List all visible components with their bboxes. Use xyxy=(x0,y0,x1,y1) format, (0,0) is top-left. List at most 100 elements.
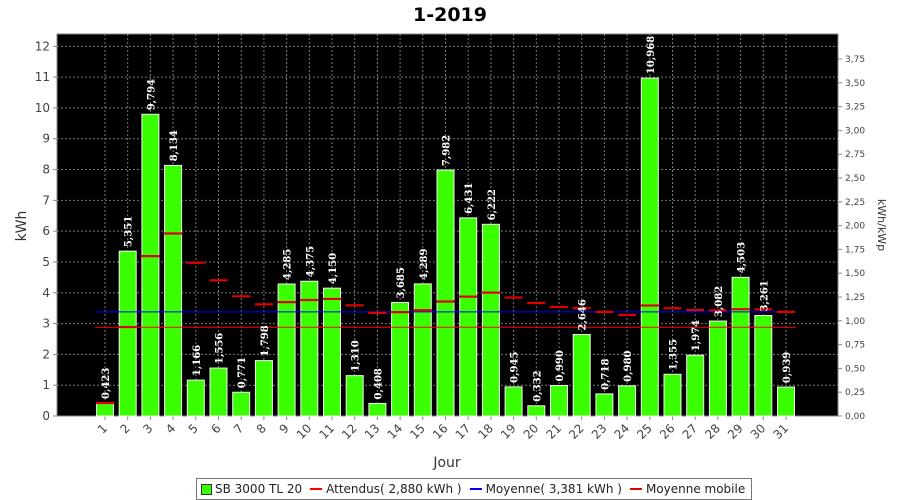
x-tick-label: 7 xyxy=(231,421,246,436)
y2-tick-label: 0,25 xyxy=(845,388,865,398)
data-label-day-28: 3,082 xyxy=(714,286,725,317)
x-tick-label: 5 xyxy=(186,421,201,436)
x-tick-label: 9 xyxy=(276,421,291,436)
y-tick-label: 4 xyxy=(42,286,50,300)
y-tick-label: 5 xyxy=(42,255,50,269)
data-label-day-13: 0,408 xyxy=(373,368,384,399)
data-label-day-9: 4,285 xyxy=(283,249,294,280)
bar-day-18 xyxy=(481,223,500,417)
y-tick-label: 1 xyxy=(42,378,50,392)
y-tick-label: 6 xyxy=(42,224,50,238)
bar-day-12 xyxy=(345,375,364,417)
y-tick-label: 8 xyxy=(42,163,50,177)
y-tick-label: 11 xyxy=(35,70,50,84)
data-label-day-22: 2,646 xyxy=(578,299,589,330)
bar-day-23 xyxy=(595,393,614,417)
y2-tick-label: 2,25 xyxy=(845,198,865,208)
y-tick-label: 12 xyxy=(35,39,50,53)
x-tick-label: 24 xyxy=(612,421,633,442)
bar-day-14 xyxy=(391,301,410,417)
bar-day-20 xyxy=(527,405,546,417)
data-label-day-7: 0,771 xyxy=(237,357,248,388)
data-label-day-27: 1,974 xyxy=(691,320,702,351)
bar-day-25 xyxy=(640,77,659,417)
x-tick-label: 29 xyxy=(725,421,746,442)
x-tick-label: 4 xyxy=(163,421,178,436)
legend-swatch-moyenne xyxy=(469,488,482,490)
y2-tick-label: 0,75 xyxy=(845,341,865,351)
legend-label-attendu: Attendus( 2,880 kWh ) xyxy=(326,482,462,496)
bar-day-2 xyxy=(118,250,137,417)
bar-day-5 xyxy=(186,379,205,417)
bar-day-27 xyxy=(686,354,705,417)
y-tick-label: 9 xyxy=(42,132,50,146)
legend: SB 3000 TL 20 Attendus( 2,880 kWh ) Moye… xyxy=(196,478,753,500)
legend-label-moyenne: Moyenne( 3,381 kWh ) xyxy=(485,482,622,496)
bar-day-1 xyxy=(96,402,114,417)
data-label-day-11: 4,150 xyxy=(328,253,339,284)
y2-tick-label: 3,50 xyxy=(845,79,865,89)
y-tick-label: 3 xyxy=(42,317,50,331)
y2-tick-label: 2,50 xyxy=(845,174,865,184)
x-tick-label: 13 xyxy=(362,421,383,442)
x-tick-label: 30 xyxy=(748,421,769,442)
y-axis-label: kWh xyxy=(14,211,30,242)
bar-day-4 xyxy=(164,164,183,417)
x-tick-label: 14 xyxy=(385,421,406,442)
y-tick-label: 2 xyxy=(42,347,50,361)
y2-tick-label: 0,50 xyxy=(845,364,865,374)
data-label-day-17: 6,431 xyxy=(464,183,475,214)
data-label-day-19: 0,945 xyxy=(510,352,521,383)
bar-day-24 xyxy=(618,385,637,417)
y-tick-label: 0 xyxy=(42,409,50,423)
data-label-day-14: 3,685 xyxy=(396,267,407,298)
data-label-day-8: 1,798 xyxy=(260,325,271,356)
bar-day-29 xyxy=(731,276,750,417)
y2-tick-label: 1,50 xyxy=(845,269,865,279)
chart-title: 1-2019 xyxy=(413,4,487,26)
data-label-day-18: 6,222 xyxy=(487,189,498,220)
x-tick-label: 17 xyxy=(453,421,474,442)
y2-tick-label: 2,00 xyxy=(845,222,865,232)
data-label-day-4: 8,134 xyxy=(169,130,180,161)
bar-day-6 xyxy=(209,367,228,417)
x-tick-label: 19 xyxy=(498,421,519,442)
data-label-day-10: 4,375 xyxy=(305,246,316,277)
legend-swatch-series1 xyxy=(201,483,212,495)
data-label-day-5: 1,166 xyxy=(192,345,203,376)
y2-tick-label: 2,75 xyxy=(845,150,865,160)
x-tick-label: 1 xyxy=(95,421,110,436)
data-label-day-30: 3,261 xyxy=(759,280,770,311)
legend-item-moyenne: Moyenne( 3,381 kWh ) xyxy=(469,482,622,496)
bar-day-30 xyxy=(754,315,773,417)
x-tick-label: 23 xyxy=(589,421,610,442)
x-axis-label: Jour xyxy=(432,455,461,471)
x-tick-label: 10 xyxy=(294,421,315,442)
legend-item-moyenne-mobile: Moyenne mobile xyxy=(629,482,746,496)
bar-day-3 xyxy=(141,113,160,417)
data-label-day-20: 0,332 xyxy=(532,370,543,401)
y2-tick-label: 0,00 xyxy=(845,412,865,422)
data-label-day-21: 0,990 xyxy=(555,350,566,381)
bar-day-19 xyxy=(504,386,523,417)
data-label-day-23: 0,718 xyxy=(600,359,611,390)
bar-day-17 xyxy=(459,217,478,417)
x-tick-label: 6 xyxy=(208,421,223,436)
x-tick-label: 31 xyxy=(770,421,791,442)
x-tick-label: 12 xyxy=(339,421,360,442)
legend-label-moyenne-mobile: Moyenne mobile xyxy=(645,482,746,496)
data-label-day-15: 4,289 xyxy=(419,249,430,280)
x-tick-label: 27 xyxy=(680,421,701,442)
data-label-day-6: 1,556 xyxy=(215,333,226,364)
x-tick-label: 2 xyxy=(118,421,133,436)
y-tick-label: 7 xyxy=(42,193,50,207)
x-tick-label: 25 xyxy=(634,421,655,442)
bar-day-7 xyxy=(232,391,251,417)
y-tick-label: 10 xyxy=(35,101,50,115)
y2-tick-label: 3,75 xyxy=(845,55,865,65)
y2-tick-label: 3,25 xyxy=(845,103,865,113)
bar-day-13 xyxy=(368,402,387,417)
y2-tick-label: 1,75 xyxy=(845,245,865,255)
bar-day-11 xyxy=(323,287,341,417)
